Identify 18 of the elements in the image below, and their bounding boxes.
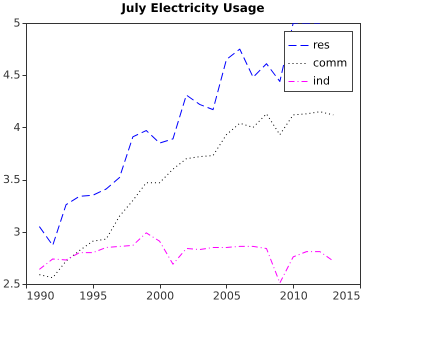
x-tick-label: 2010: [280, 290, 308, 302]
x-tick-label: 2000: [146, 290, 174, 302]
x-tick-label: 2015: [332, 290, 360, 302]
y-tick-label: 4.5: [3, 68, 20, 82]
x-tick-label: 2005: [212, 290, 241, 302]
y-tick-label: 2.5: [3, 278, 20, 290]
x-tick-label: 1995: [79, 290, 108, 302]
line-series: [38, 111, 334, 278]
chart-title: July Electricity Usage: [120, 1, 265, 15]
y-tick-label: 5: [14, 16, 20, 30]
x-tick-label: 1990: [26, 290, 54, 302]
y-tick-label: 3: [14, 225, 20, 238]
legend-label: ind: [313, 74, 330, 88]
y-tick-label: 3.5: [3, 173, 20, 186]
legend-label: res: [313, 38, 330, 52]
line-series: [38, 232, 334, 284]
y-tick-label: 4: [14, 120, 20, 134]
legend-label: comm: [313, 56, 348, 70]
